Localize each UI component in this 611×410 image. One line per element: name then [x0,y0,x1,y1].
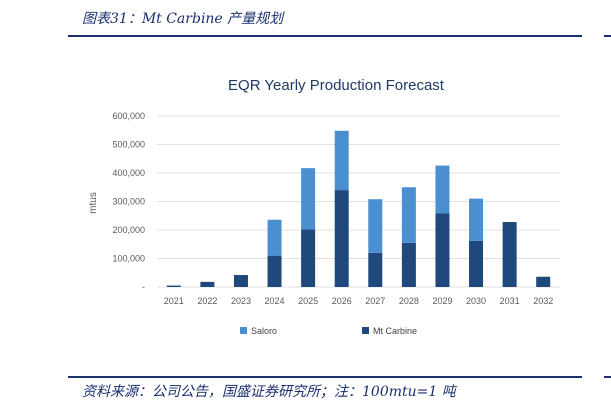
source-note: 资料来源：公司公告，国盛证券研究所；注：100mtu=1 吨 [82,384,456,400]
y-tick-label: 600,000 [112,111,145,121]
bar-saloro-2028 [401,187,416,243]
bar-mt-carbine-2028 [401,242,416,287]
gridlines [157,115,560,288]
x-tick-label: 2023 [231,296,251,306]
legend-label-mt-carbine: Mt Carbine [373,326,417,336]
y-axis-label: mtus [88,192,99,214]
bar-mt-carbine-2023 [233,275,248,287]
x-tick-label: 2032 [533,296,553,306]
x-ticks: 2021 2022 2023 2024 2025 2026 2027 2028 2029 2030… [164,296,553,306]
bottom-divider [68,376,582,378]
x-tick-label: 2030 [466,296,486,306]
x-tick-label: 2024 [265,296,285,306]
x-tick-label: 2022 [197,296,217,306]
bars [166,130,551,287]
top-divider-edge [604,35,611,37]
x-tick-label: 2021 [164,296,184,306]
bar-mt-carbine-2025 [301,229,316,287]
bar-saloro-2026 [334,130,349,191]
bar-mt-carbine-2027 [368,252,383,287]
x-tick-label: 2026 [332,296,352,306]
y-tick-label: 300,000 [112,197,145,207]
y-tick-label: 500,000 [112,140,145,150]
bar-mt-carbine-2024 [267,255,282,287]
legend-label-saloro: Saloro [251,326,277,336]
bar-mt-carbine-2031 [502,222,517,287]
x-tick-label: 2025 [298,296,318,306]
bottom-divider-edge [604,376,611,378]
y-ticks: - 100,000 200,000 300,000 400,000 500,000 600,… [112,111,145,292]
bar-saloro-2030 [469,198,484,241]
top-divider [68,35,582,37]
legend-swatch-mt-carbine [362,327,369,334]
bar-mt-carbine-2029 [435,213,450,287]
y-tick-label: 200,000 [112,225,145,235]
bar-mt-carbine-2021 [166,285,181,287]
y-tick-label: - [142,282,145,292]
bar-mt-carbine-2032 [536,276,551,287]
legend-swatch-saloro [240,327,247,334]
bar-saloro-2025 [301,168,316,230]
chart-title: EQR Yearly Production Forecast [228,77,445,94]
bar-mt-carbine-2026 [334,190,349,287]
y-tick-label: 400,000 [112,168,145,178]
bar-mt-carbine-2022 [200,281,215,287]
x-tick-label: 2031 [500,296,520,306]
y-tick-label: 100,000 [112,254,145,264]
figure-caption: 图表31：Mt Carbine 产量规划 [82,11,284,27]
bar-saloro-2024 [267,219,282,256]
x-tick-label: 2029 [432,296,452,306]
x-tick-label: 2027 [365,296,385,306]
bar-saloro-2029 [435,165,450,214]
bar-mt-carbine-2030 [469,240,484,287]
legend: Saloro Mt Carbine [240,326,417,336]
x-tick-label: 2028 [399,296,419,306]
bar-saloro-2027 [368,199,383,253]
